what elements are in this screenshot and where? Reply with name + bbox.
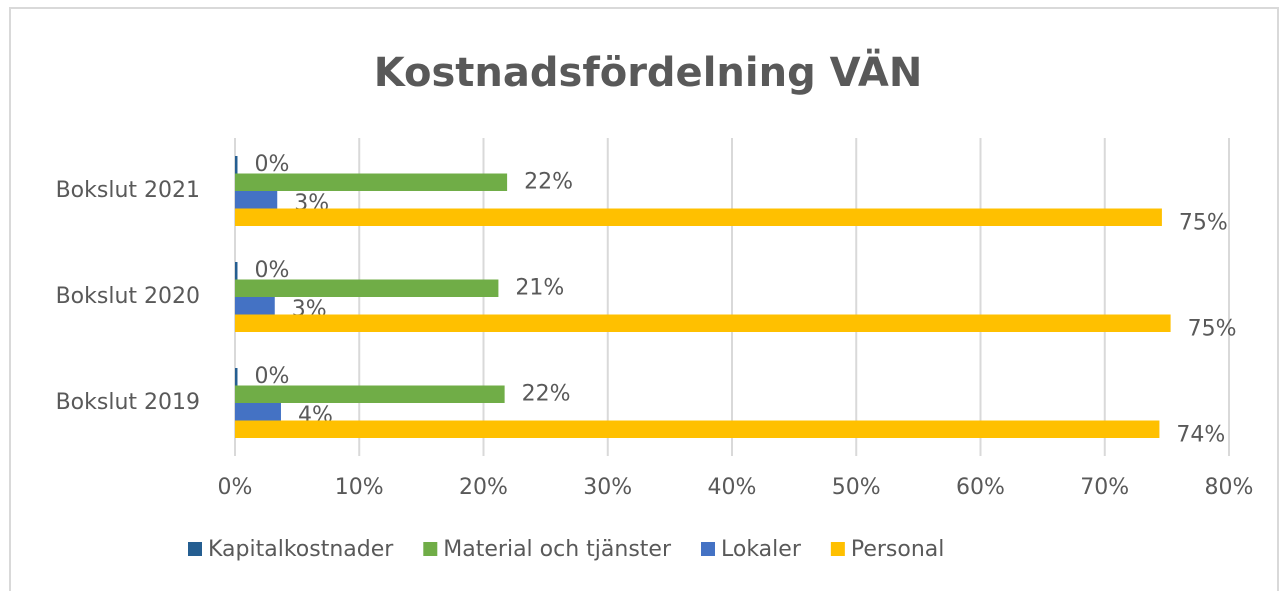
legend-swatch [701, 542, 715, 556]
legend-swatch [423, 542, 438, 556]
chart-border [9, 7, 1279, 591]
data-label: 0% [254, 152, 289, 177]
x-tick-label: 80% [1205, 475, 1254, 500]
data-label: 0% [254, 364, 289, 389]
x-tick-label: 20% [459, 475, 508, 500]
data-label: 22% [524, 169, 573, 194]
bar [235, 420, 1160, 438]
data-label: 22% [522, 381, 571, 406]
legend-label: Kapitalkostnader [208, 537, 394, 562]
x-tick-label: 60% [956, 475, 1005, 500]
x-tick-label: 70% [1080, 475, 1129, 500]
legend-swatch [188, 542, 202, 556]
bar [235, 297, 275, 315]
bar [235, 208, 1162, 226]
data-label: 75% [1188, 316, 1237, 341]
bar [235, 279, 499, 297]
bar [235, 191, 278, 209]
x-tick-label: 30% [583, 475, 632, 500]
bar [235, 173, 508, 191]
data-label: 74% [1176, 422, 1225, 447]
x-tick-label: 50% [832, 475, 881, 500]
bar [235, 314, 1171, 332]
legend-label: Material och tjänster [443, 537, 672, 562]
y-tick-label: Bokslut 2021 [56, 178, 200, 203]
bar [235, 403, 281, 421]
legend-swatch [830, 542, 845, 556]
chart-title: Kostnadsfördelning VÄN [374, 48, 923, 96]
bar [235, 385, 505, 403]
legend-label: Personal [851, 537, 945, 562]
data-label: 21% [515, 275, 564, 300]
bar [235, 156, 238, 174]
y-tick-label: Bokslut 2020 [56, 284, 200, 309]
x-tick-label: 0% [218, 475, 253, 500]
x-tick-label: 10% [335, 475, 384, 500]
legend-label: Lokaler [721, 537, 802, 562]
bar [235, 368, 238, 386]
data-label: 75% [1179, 210, 1228, 235]
y-tick-label: Bokslut 2019 [56, 390, 200, 415]
data-label: 0% [254, 258, 289, 283]
x-tick-label: 40% [708, 475, 757, 500]
bar [235, 262, 238, 280]
